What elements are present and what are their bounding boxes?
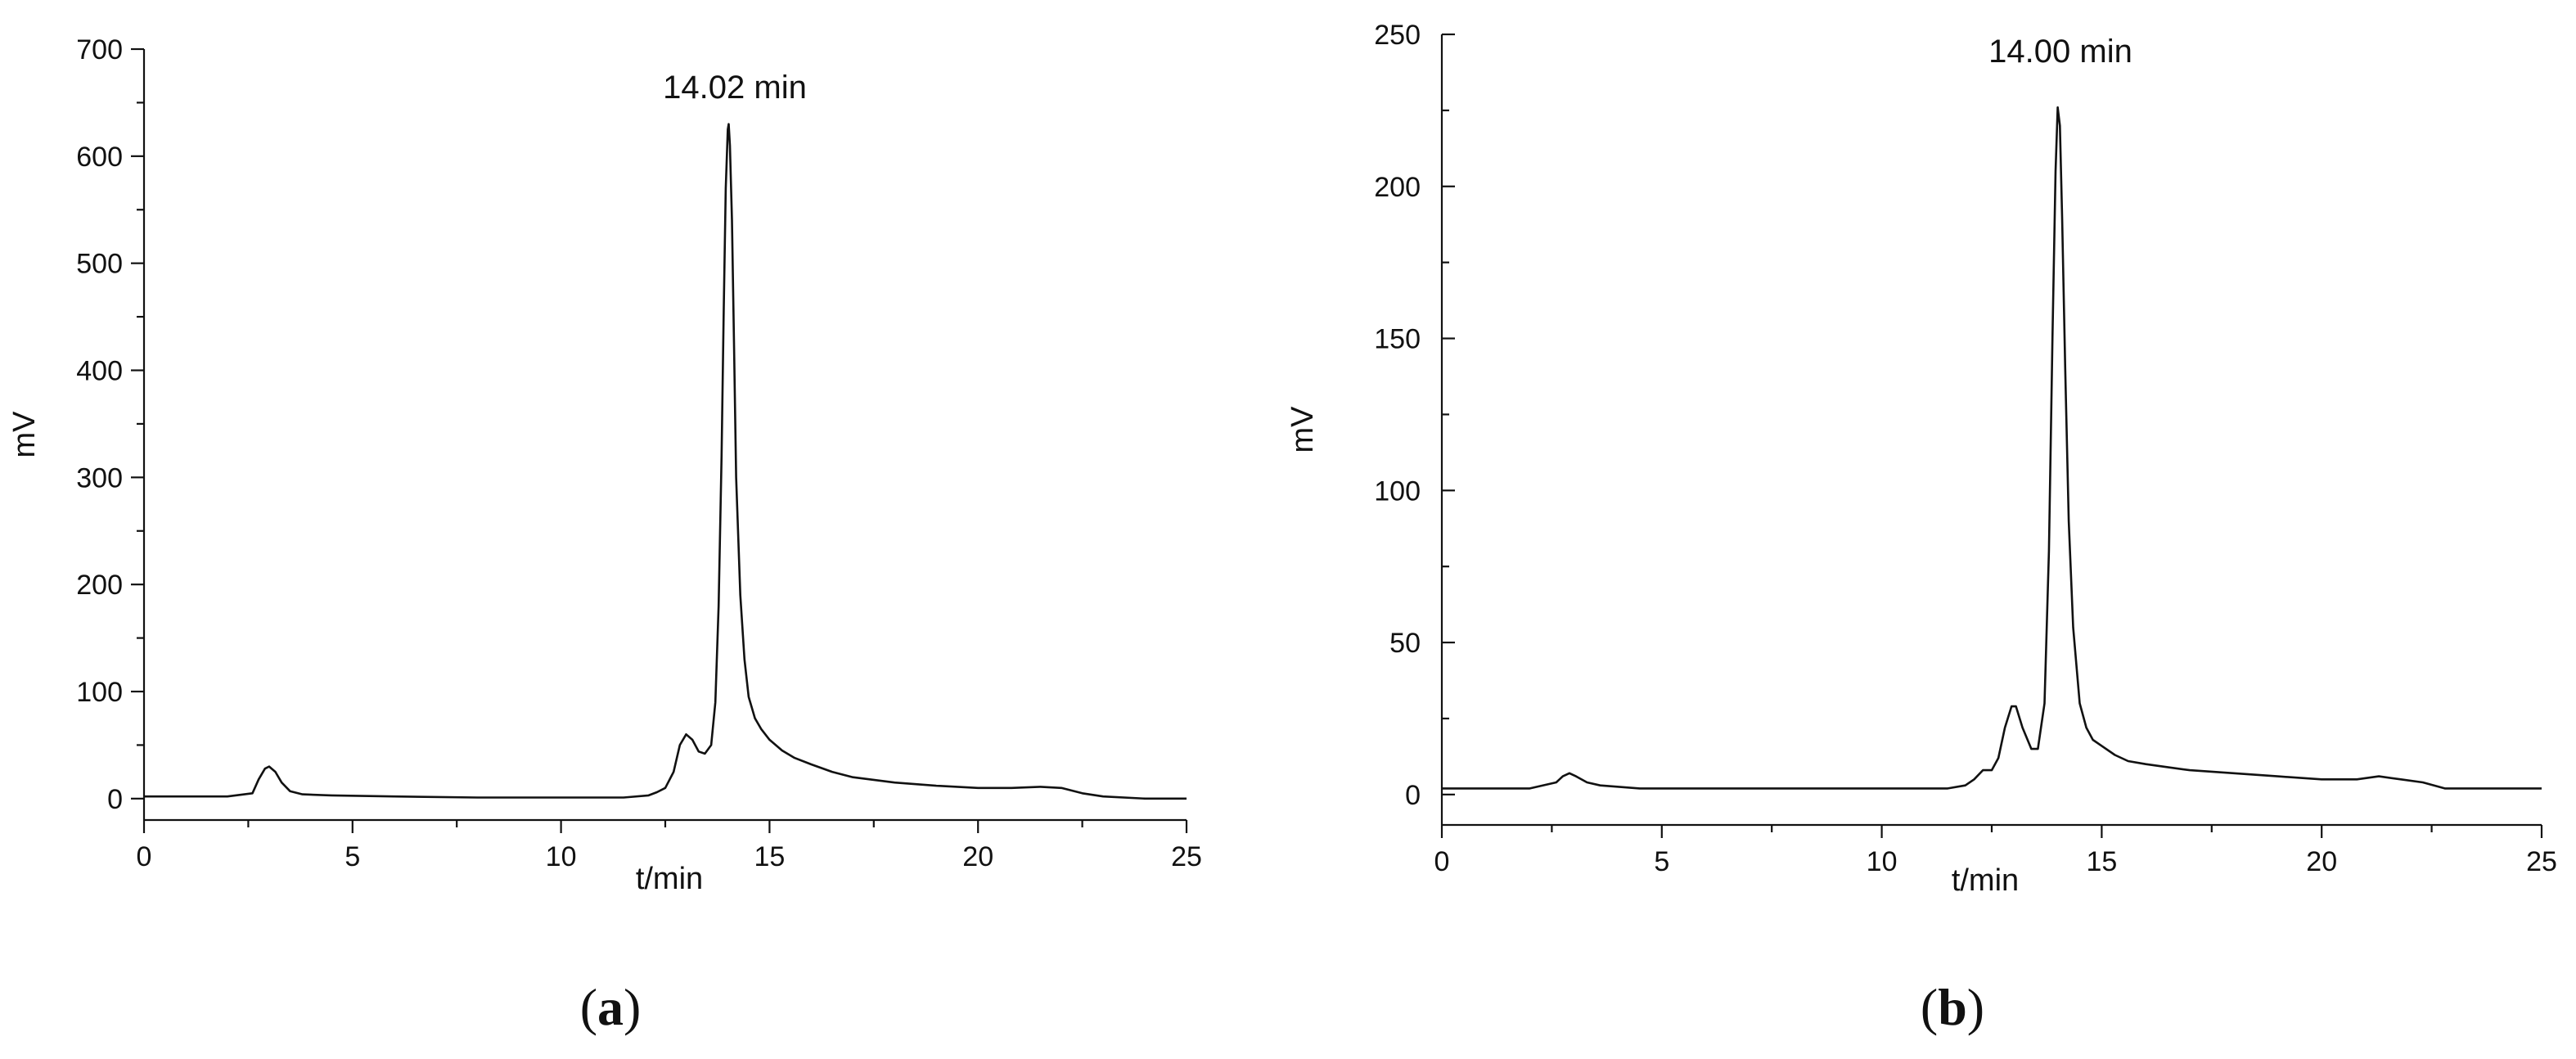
panel-label: (b) [1921,978,1984,1036]
panel-label-close: ) [1967,978,1984,1036]
x-axis-label: t/min [636,862,703,896]
y-tick-label: 0 [107,784,123,815]
y-tick-label: 100 [76,677,123,708]
panel-label: (a) [580,978,642,1036]
peak-annotation: 14.00 min [1988,34,2132,70]
y-tick-label: 100 [1374,475,1421,507]
y-tick-label: 200 [76,570,123,601]
x-tick-label: 25 [1171,841,1202,872]
panel-label-open: ( [580,978,597,1036]
x-tick-label: 15 [2086,846,2117,877]
panel-label-letter: b [1938,978,1967,1036]
panel-label-open: ( [1921,978,1938,1036]
series-line [144,123,1187,800]
y-tick-label: 300 [76,462,123,493]
panel-label-close: ) [624,978,641,1036]
y-axis-label: mV [1286,406,1320,453]
y-tick-label: 150 [1374,324,1421,355]
y-tick-label: 500 [76,249,123,280]
x-tick-label: 0 [1434,846,1450,877]
chart-panel-a: 0 100 200 300 400 500 600 700 0 5 10 15 20 25 mV t/min 1… [7,34,1202,1036]
y-tick-label: 0 [1405,780,1421,811]
x-tick-label: 10 [1867,846,1898,877]
chart-panel-b: 0 50 100 150 200 250 0 5 10 15 20 25 mV t/min 14.00 mi… [1286,20,2557,1036]
y-tick-label: 600 [76,142,123,173]
x-tick-label: 20 [2306,846,2337,877]
x-tick-label: 20 [962,841,993,872]
x-tick-label: 5 [1654,846,1669,877]
y-tick-label: 400 [76,356,123,387]
y-axis-label: mV [7,411,42,458]
x-tick-label: 15 [754,841,785,872]
y-tick-label: 250 [1374,20,1421,51]
y-tick-label: 50 [1389,628,1421,659]
series-line [1442,106,2542,790]
x-tick-label: 25 [2526,846,2557,877]
x-axis-label: t/min [1952,863,2019,898]
x-tick-label: 0 [137,841,152,872]
panel-label-letter: a [597,978,624,1036]
peak-annotation: 14.02 min [663,70,807,106]
x-tick-label: 5 [345,841,360,872]
x-tick-label: 10 [546,841,577,872]
y-tick-label: 700 [76,34,123,65]
y-tick-label: 200 [1374,172,1421,203]
